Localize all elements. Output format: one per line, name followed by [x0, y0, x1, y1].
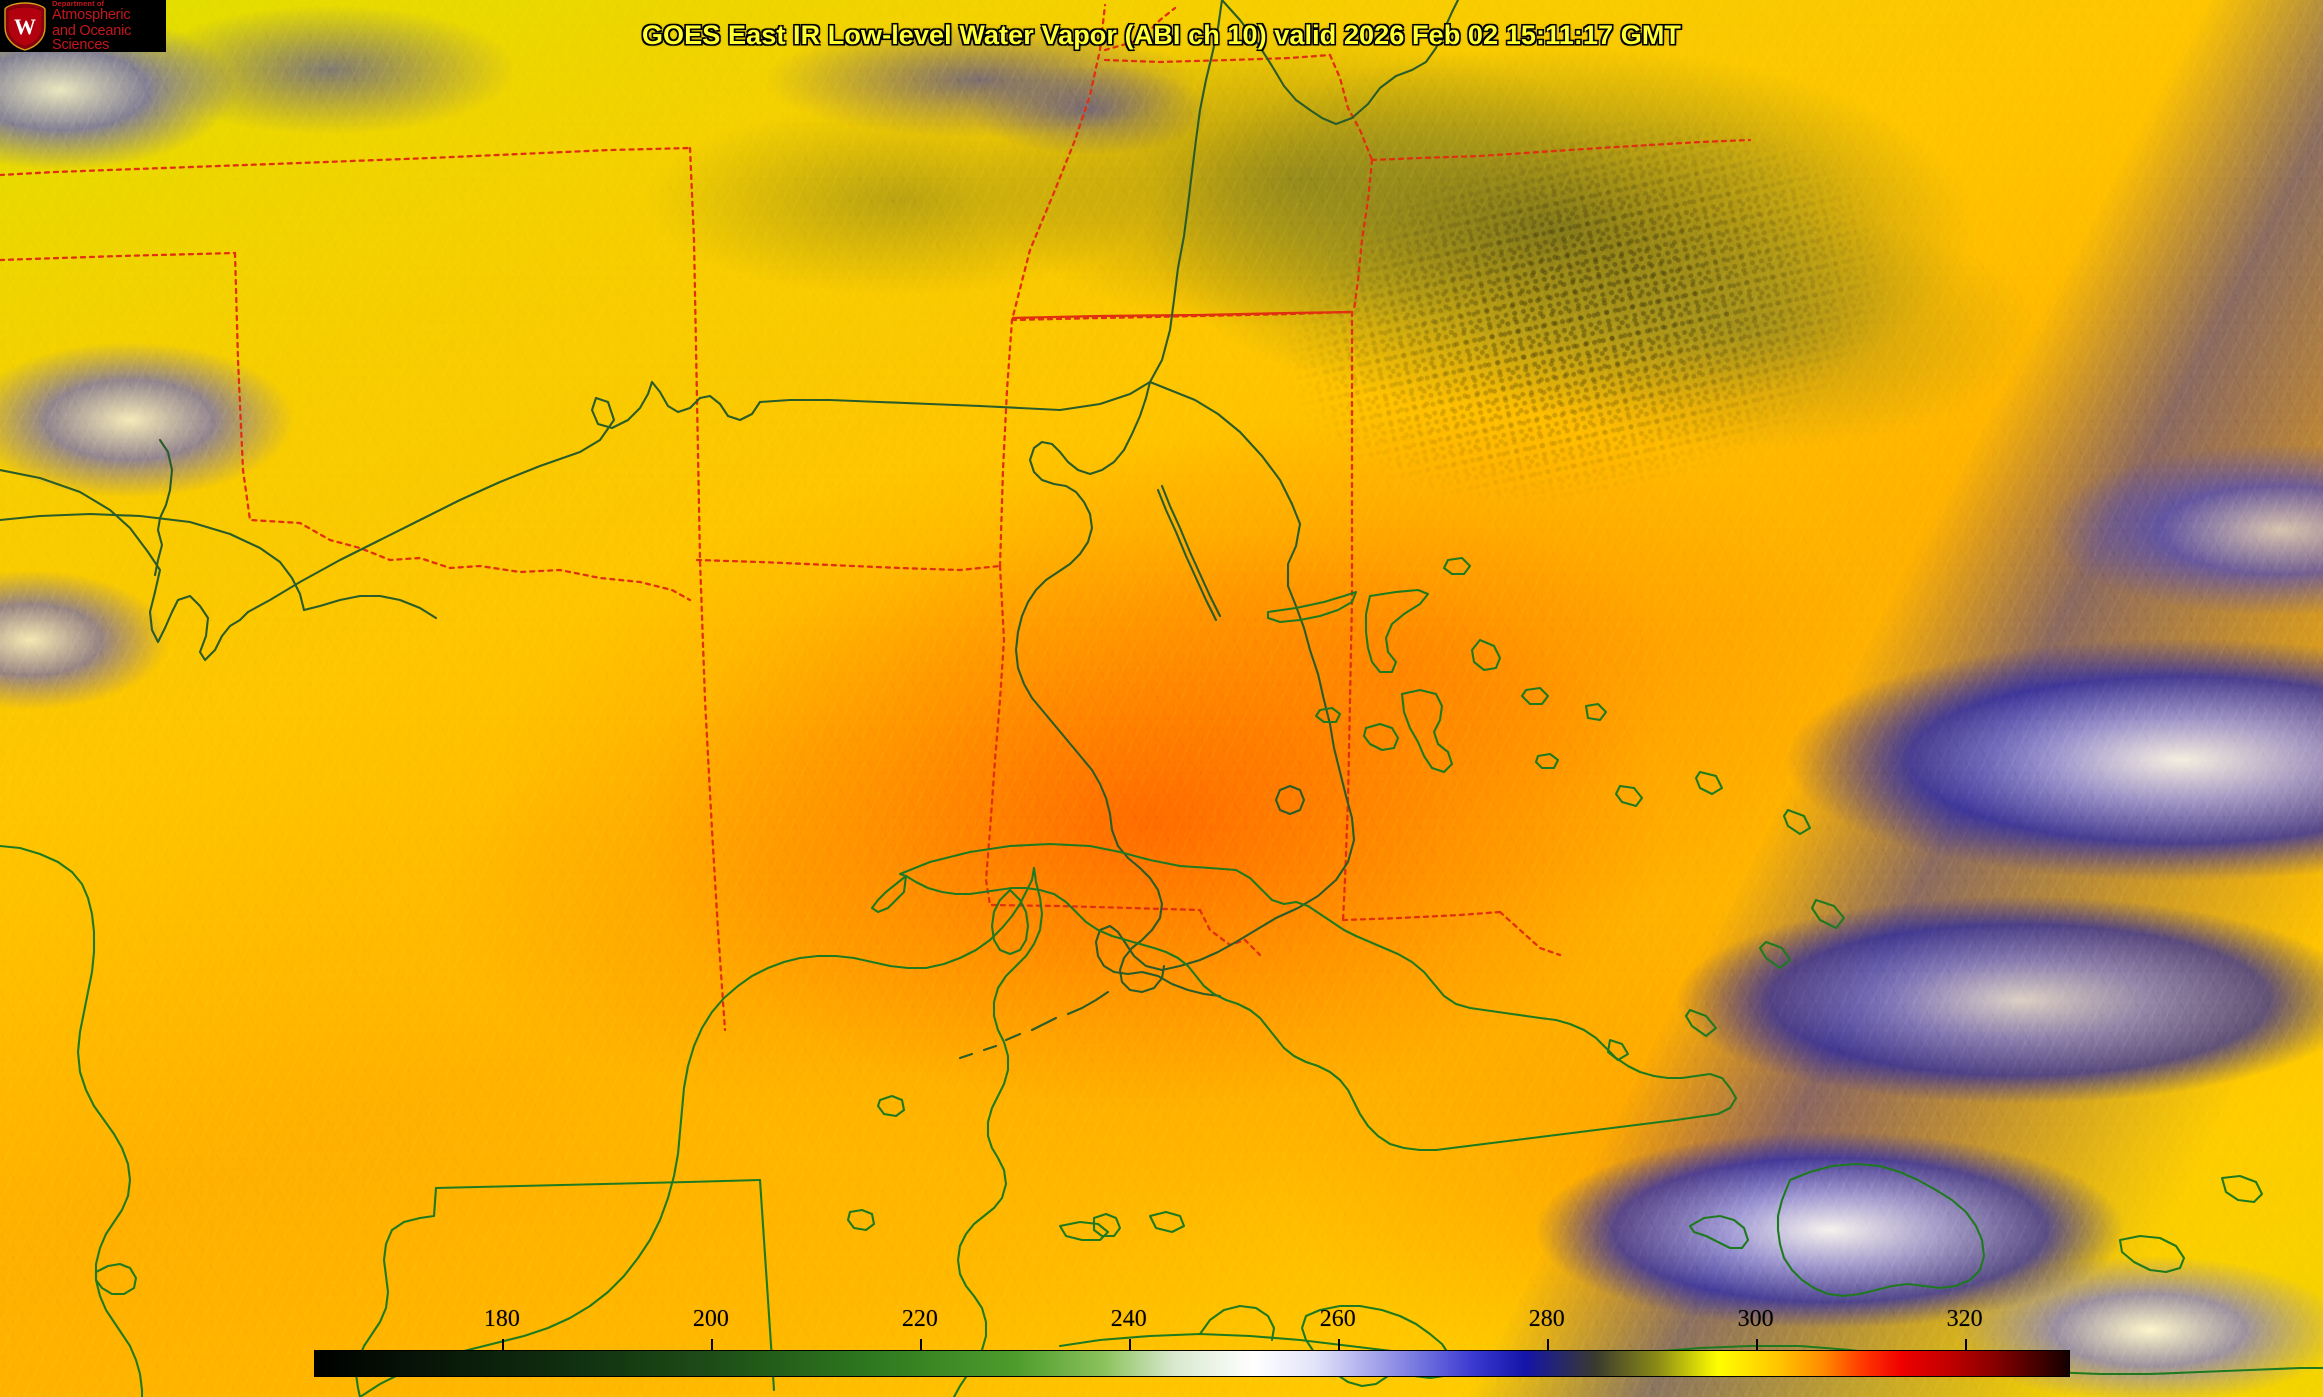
- uw-aos-logo: W Department of Atmospheric and Oceanic …: [0, 0, 166, 52]
- colorbar-tick: [501, 1339, 504, 1350]
- colorbar-tick-label: 180: [483, 1306, 520, 1332]
- hispaniola-coastline: [1688, 1162, 2264, 1298]
- florida-coastline: [958, 380, 1356, 1060]
- colorbar: 180 200 220 240 260 280 300 320: [314, 1306, 2070, 1377]
- bahamas-coastline: [1266, 556, 1846, 1062]
- uw-madison-crest-icon: W: [2, 1, 48, 51]
- colorbar-tick-label: 280: [1528, 1306, 1565, 1332]
- colorbar-tick-label: 220: [901, 1306, 938, 1332]
- colorbar-tick-label: 240: [1110, 1306, 1147, 1332]
- colorbar-tick: [710, 1339, 713, 1350]
- colorbar-tick: [1128, 1339, 1131, 1350]
- mexico-us-border: [0, 512, 438, 620]
- colorbar-tick-label: 300: [1737, 1306, 1774, 1332]
- colorbar-gradient: [314, 1350, 2070, 1377]
- us-gulf-atlantic-coastline: [0, 0, 1460, 662]
- colorbar-tick-label: 200: [692, 1306, 729, 1332]
- colorbar-tick: [1964, 1339, 1967, 1350]
- logo-name-line-2: and Oceanic Sciences: [52, 22, 132, 52]
- colorbar-tick: [919, 1339, 922, 1350]
- logo-department-line: Department of: [52, 0, 105, 8]
- colorbar-tick: [1337, 1339, 1340, 1350]
- colorbar-tick-label: 260: [1319, 1306, 1356, 1332]
- logo-name-line-1: Atmospheric: [52, 7, 131, 23]
- us-state-borders: [0, 3, 1752, 1032]
- colorbar-tick-label: 320: [1946, 1306, 1983, 1332]
- svg-text:W: W: [14, 14, 36, 39]
- cuba-coastline: [870, 842, 1738, 1238]
- colorbar-tick: [1546, 1339, 1549, 1350]
- colorbar-tick: [1755, 1339, 1758, 1350]
